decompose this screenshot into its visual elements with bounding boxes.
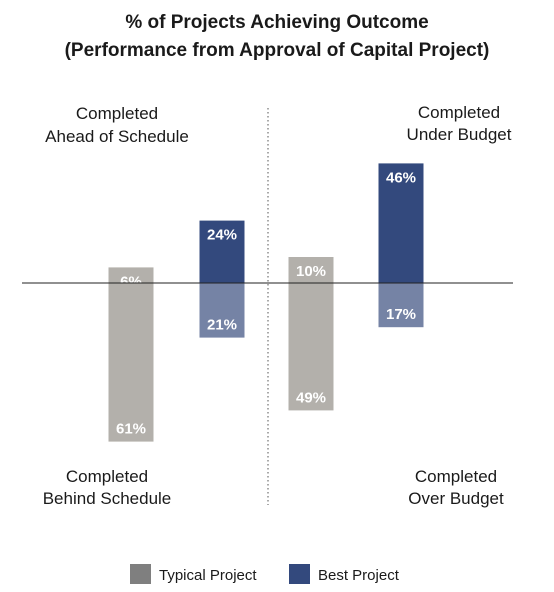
label-ahead-line2: Ahead of Schedule	[45, 127, 189, 146]
label-behind-line1: Completed	[66, 467, 148, 486]
bar-budget-best-project-up	[378, 163, 424, 283]
legend-label-typical: Typical Project	[159, 567, 257, 584]
bar-schedule-typical-project-down	[108, 283, 154, 442]
label-under-line1: Completed	[418, 103, 500, 122]
bar-budget-best-project-down	[378, 283, 424, 328]
chart-title: % of Projects Achieving Outcome	[125, 12, 428, 33]
value-label-budget-typical-project-down: 49%	[296, 389, 326, 406]
value-label-schedule-best-project-up: 24%	[207, 227, 237, 244]
value-label-budget-best-project-down: 17%	[386, 306, 416, 323]
bar-schedule-typical-project-up	[108, 267, 154, 283]
label-over-line2: Over Budget	[408, 489, 504, 508]
legend-label-best: Best Project	[318, 567, 400, 584]
bar-budget-typical-project-down	[288, 283, 334, 411]
bar-schedule-best-project-up	[199, 220, 245, 283]
value-label-budget-best-project-up: 46%	[386, 169, 416, 186]
value-label-schedule-best-project-down: 21%	[207, 317, 237, 334]
bar-schedule-best-project-down	[199, 283, 245, 338]
value-label-schedule-typical-project-down: 61%	[116, 421, 146, 438]
chart-subtitle: (Performance from Approval of Capital Pr…	[65, 40, 490, 61]
legend-swatch-best	[289, 564, 310, 584]
value-label-budget-typical-project-up: 10%	[296, 263, 326, 280]
label-over-line1: Completed	[415, 467, 497, 486]
label-under-line2: Under Budget	[407, 125, 512, 144]
label-behind-line2: Behind Schedule	[43, 489, 172, 508]
bar-budget-typical-project-up	[288, 257, 334, 283]
label-ahead-line1: Completed	[76, 104, 158, 123]
legend-swatch-typical	[130, 564, 151, 584]
